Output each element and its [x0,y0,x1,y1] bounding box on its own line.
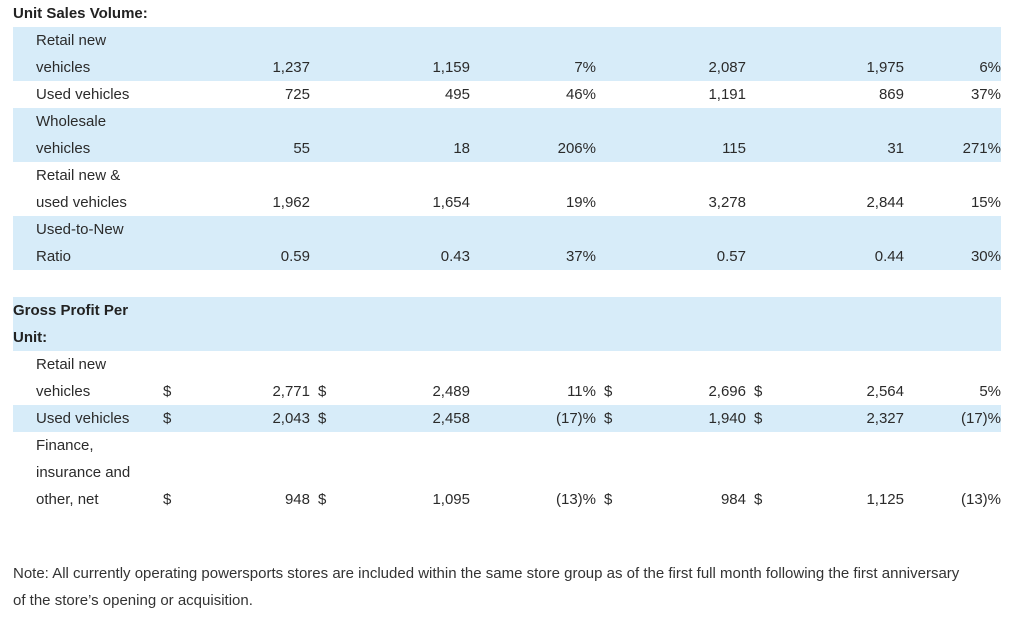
value-cell: 115 [722,140,746,157]
value-cell: (13)% [960,491,1001,508]
value-cell: 0.57 [716,248,746,265]
value-cell: 2,327 [866,410,904,427]
value-cell: 1,237 [272,59,310,76]
row-label: vehicles [36,59,91,76]
value-cell: 206% [557,140,596,157]
value-cell: 0.44 [874,248,904,265]
value-cell: 271% [962,140,1001,157]
value-cell: 19% [565,194,596,211]
value-cell: 30% [970,248,1001,265]
value-cell: 5% [979,383,1001,400]
table-row: Unit: [13,324,1001,351]
section-title-gross-profit-line2: Unit: [13,329,48,346]
value-cell: (13)% [555,491,596,508]
value-cell: (17)% [960,410,1001,427]
row-label: Finance, [36,437,94,454]
value-cell: 2,087 [708,59,746,76]
value-cell: 2,489 [432,383,470,400]
value-cell: 18 [453,140,470,157]
table-row: Ratio 0.59 0.43 37% 0.57 0.44 30% [13,243,1001,270]
value-cell: 46% [565,86,596,103]
value-cell: 2,696 [708,383,746,400]
value-cell: 0.43 [440,248,470,265]
table-row: Used-to-New [13,216,1001,243]
table-row: Retail new & [13,162,1001,189]
value-cell: (17)% [555,410,596,427]
currency-symbol: $ [163,410,172,427]
value-cell: 1,975 [866,59,904,76]
value-cell: 31 [887,140,904,157]
row-label: Retail new [36,356,107,373]
value-cell: 1,191 [708,86,746,103]
currency-symbol: $ [318,491,327,508]
table-row: Retail new [13,27,1001,54]
value-cell: 2,564 [866,383,904,400]
value-cell: 1,095 [432,491,470,508]
financial-table: Unit Sales Volume: Retail new vehicles 1… [13,0,1001,513]
row-label: Used vehicles [36,410,130,427]
footnote: Note: All currently operating powersport… [13,565,960,609]
table-row: Retail new [13,351,1001,378]
value-cell: 7% [574,59,596,76]
value-cell: 1,654 [432,194,470,211]
row-label: vehicles [36,383,91,400]
value-cell: 1,940 [708,410,746,427]
currency-symbol: $ [163,491,172,508]
value-cell: 948 [284,491,310,508]
value-cell: 2,043 [272,410,310,427]
section-title-gross-profit: Gross Profit Per [13,302,129,319]
table-row: Wholesale [13,108,1001,135]
value-cell: 3,278 [708,194,746,211]
currency-symbol: $ [318,383,327,400]
value-cell: 11% [567,383,596,400]
row-label: insurance and [36,464,131,481]
row-label: Wholesale [36,113,107,130]
table-row: Finance, [13,432,1001,459]
currency-symbol: $ [604,383,613,400]
table-row: insurance and [13,459,1001,486]
value-cell: 1,962 [272,194,310,211]
row-label: Ratio [36,248,72,265]
value-cell: 2,844 [866,194,904,211]
value-cell: 2,458 [432,410,470,427]
currency-symbol: $ [318,410,327,427]
table-row: vehicles $ 2,771 $ 2,489 11% $ 2,696 $ 2… [13,378,1001,405]
currency-symbol: $ [604,491,613,508]
row-label: Retail new [36,32,107,49]
currency-symbol: $ [754,491,763,508]
table-row: vehicles 1,237 1,159 7% 2,087 1,975 6% [13,54,1001,81]
value-cell: 15% [970,194,1001,211]
value-cell: 6% [979,59,1001,76]
table-row: used vehicles 1,962 1,654 19% 3,278 2,84… [13,189,1001,216]
row-label: Retail new & [36,167,121,184]
value-cell: 55 [293,140,310,157]
value-cell: 495 [444,86,470,103]
table-row: vehicles 55 18 206% 115 31 271% [13,135,1001,162]
value-cell: 725 [284,86,310,103]
currency-symbol: $ [754,383,763,400]
row-label: other, net [36,491,99,508]
table-row: Gross Profit Per [13,297,1001,324]
table-row: Used vehicles $ 2,043 $ 2,458 (17)% $ 1,… [13,405,1001,432]
row-label: Used-to-New [36,221,124,238]
table-row: other, net $ 948 $ 1,095 (13)% $ 984 $ 1… [13,486,1001,513]
value-cell: 37% [970,86,1001,103]
row-spacer [13,270,1001,297]
value-cell: 1,125 [866,491,904,508]
value-cell: 0.59 [280,248,310,265]
currency-symbol: $ [754,410,763,427]
value-cell: 2,771 [272,383,310,400]
value-cell: 869 [878,86,904,103]
value-cell: 37% [565,248,596,265]
value-cell: 1,159 [432,59,470,76]
table-row: Used vehicles 725 495 46% 1,191 869 37% [13,81,1001,108]
currency-symbol: $ [163,383,172,400]
value-cell: 984 [720,491,746,508]
currency-symbol: $ [604,410,613,427]
row-label: vehicles [36,140,91,157]
section-title-unit-sales: Unit Sales Volume: [13,5,148,22]
row-label: Used vehicles [36,86,130,103]
row-label: used vehicles [36,194,127,211]
